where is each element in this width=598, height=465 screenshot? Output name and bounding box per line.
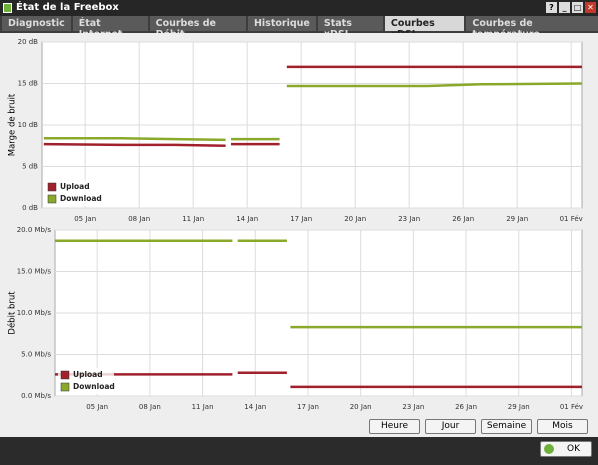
window-controls: ? _ □ ✕ bbox=[546, 2, 596, 13]
x-tick-label: 20 Jan bbox=[350, 403, 372, 411]
legend-label: Upload bbox=[73, 370, 103, 379]
y-tick-label: 10.0 Mb/s bbox=[17, 309, 52, 317]
x-tick-label: 26 Jan bbox=[452, 215, 474, 223]
x-tick-label: 26 Jan bbox=[455, 403, 477, 411]
y-tick-label: 15 dB bbox=[18, 80, 39, 88]
series-line bbox=[55, 239, 582, 329]
x-tick-label: 08 Jan bbox=[128, 215, 150, 223]
legend-swatch bbox=[47, 194, 57, 204]
ok-button[interactable]: OK bbox=[540, 441, 592, 457]
series-line bbox=[43, 65, 582, 148]
x-tick-label: 29 Jan bbox=[506, 215, 528, 223]
x-tick-label: 17 Jan bbox=[297, 403, 319, 411]
x-tick-label: 14 Jan bbox=[236, 215, 258, 223]
window-control[interactable]: ✕ bbox=[585, 2, 596, 13]
tab[interactable]: Historique bbox=[247, 16, 316, 31]
legend-label: Download bbox=[73, 382, 115, 391]
y-axis-label: Marge de bruit bbox=[8, 93, 18, 156]
x-tick-label: 23 Jan bbox=[402, 403, 424, 411]
x-tick-label: 08 Jan bbox=[139, 403, 161, 411]
legend-label: Upload bbox=[60, 182, 90, 191]
y-tick-label: 5.0 Mb/s bbox=[21, 351, 51, 359]
charts: 0 dB 5 dB 10 dB 15 dB 20 dB 05 Jan 08 Jan 11 Ja… bbox=[7, 38, 584, 411]
x-tick-label: 05 Jan bbox=[86, 403, 108, 411]
x-tick-label: 11 Jan bbox=[182, 215, 204, 223]
window-title: État de la Freebox bbox=[16, 2, 119, 13]
x-tick-label: 20 Jan bbox=[344, 215, 366, 223]
y-axis-label: Débit brut bbox=[7, 291, 18, 335]
window-control[interactable]: □ bbox=[572, 2, 583, 13]
y-tick-label: 20.0 Mb/s bbox=[17, 226, 52, 234]
x-tick-label: 01 Fév bbox=[560, 215, 583, 223]
range-button[interactable]: Heure bbox=[369, 419, 420, 434]
tab[interactable]: Diagnostic bbox=[2, 16, 71, 31]
y-tick-label: 20 dB bbox=[18, 38, 39, 46]
y-tick-label: 0 dB bbox=[22, 204, 38, 212]
window-control[interactable]: ? bbox=[546, 2, 557, 13]
ok-icon bbox=[544, 444, 554, 454]
y-tick-label: 0.0 Mb/s bbox=[21, 392, 51, 400]
legend-swatch bbox=[47, 182, 57, 192]
footer-bar bbox=[0, 437, 598, 465]
legend-label: Download bbox=[60, 194, 102, 203]
range-button[interactable]: Semaine bbox=[481, 419, 532, 434]
range-button[interactable]: Mois bbox=[537, 419, 588, 434]
window-control[interactable]: _ bbox=[559, 2, 570, 13]
app-icon bbox=[3, 3, 12, 13]
x-tick-label: 29 Jan bbox=[508, 403, 530, 411]
legend-swatch bbox=[60, 382, 70, 392]
x-tick-label: 23 Jan bbox=[398, 215, 420, 223]
y-tick-label: 10 dB bbox=[18, 121, 39, 129]
x-tick-label: 11 Jan bbox=[192, 403, 214, 411]
x-tick-label: 01 Fév bbox=[560, 403, 583, 411]
y-tick-label: 15.0 Mb/s bbox=[17, 268, 52, 276]
title-bar: État de la Freebox ? _ □ ✕ bbox=[0, 0, 598, 16]
x-tick-label: 17 Jan bbox=[290, 215, 312, 223]
y-tick-label: 5 dB bbox=[22, 163, 38, 171]
ok-label: OK bbox=[567, 444, 580, 454]
x-tick-label: 05 Jan bbox=[74, 215, 96, 223]
range-button[interactable]: Jour bbox=[425, 419, 476, 434]
x-tick-label: 14 Jan bbox=[244, 403, 266, 411]
legend-swatch bbox=[60, 370, 70, 380]
series-line bbox=[43, 82, 583, 142]
range-buttons: Heure Jour Semaine Mois bbox=[369, 419, 588, 434]
